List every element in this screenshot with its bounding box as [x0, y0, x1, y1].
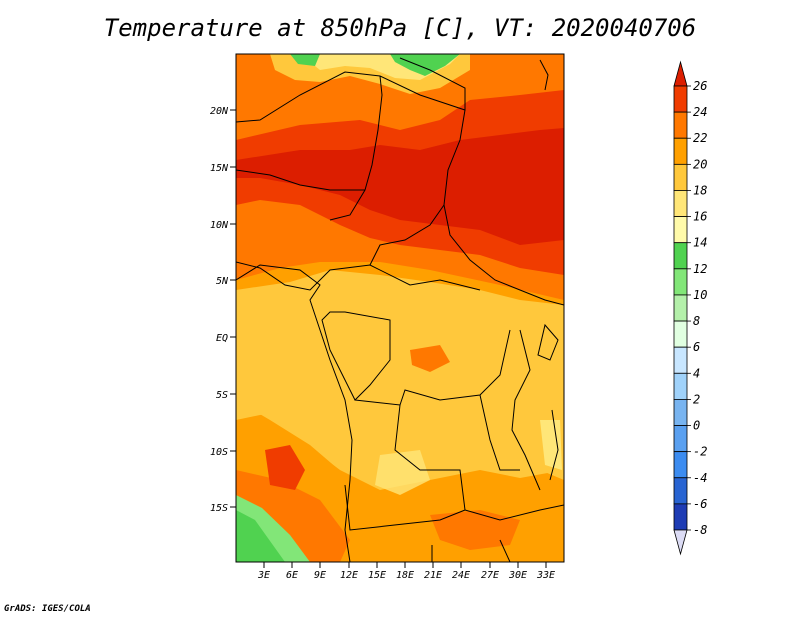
lat-tick: 5S — [216, 390, 236, 401]
colorbar-label: 0 — [693, 419, 700, 433]
svg-text:12E: 12E — [340, 570, 358, 581]
colorbar-box — [673, 346, 688, 374]
colorbar-label: 4 — [693, 366, 700, 380]
colorbar-box — [673, 372, 688, 400]
colorbar-label: 16 — [693, 210, 707, 224]
svg-text:21E: 21E — [424, 570, 442, 581]
country-borders — [236, 57, 564, 562]
svg-text:10S: 10S — [210, 447, 228, 458]
colorbar-box — [673, 216, 688, 244]
colorbar-box — [673, 163, 688, 191]
lon-tick: 3E — [257, 562, 270, 581]
svg-text:6E: 6E — [286, 570, 298, 581]
lon-tick: 33E — [536, 562, 555, 581]
colorbar-box — [673, 137, 688, 165]
colorbar-label: 2 — [693, 392, 700, 406]
svg-text:15S: 15S — [210, 503, 228, 514]
colorbar-box — [673, 85, 688, 113]
colorbar-box — [673, 425, 688, 453]
svg-text:9E: 9E — [314, 570, 326, 581]
colorbar-top-triangle — [673, 60, 688, 87]
colorbar-label: 6 — [693, 340, 700, 354]
svg-text:30E: 30E — [508, 570, 527, 581]
lon-tick: 6E — [286, 562, 298, 581]
lon-tick: 24E — [452, 562, 470, 581]
colorbar-box — [673, 320, 688, 348]
colorbar-label: -6 — [693, 497, 707, 511]
lon-tick: 30E — [508, 562, 527, 581]
lat-tick: 5N — [216, 276, 236, 287]
latitude-axis: 20N 15N 10N 5N EQ 5S 10S 15S — [210, 106, 236, 514]
colorbar-box — [673, 294, 688, 322]
colorbar-label: -8 — [693, 523, 707, 537]
colorbar-box — [673, 111, 688, 139]
lat-tick: 10N — [210, 220, 236, 231]
svg-text:27E: 27E — [481, 570, 499, 581]
colorbar-box — [673, 399, 688, 426]
svg-text:20N: 20N — [210, 106, 229, 117]
lat-tick: EQ — [216, 333, 236, 344]
colorbar-label: -2 — [693, 445, 707, 459]
lon-tick: 15E — [368, 562, 386, 581]
lon-tick: 21E — [424, 562, 442, 581]
colorbar-label: 10 — [693, 288, 707, 302]
grads-credit: GrADS: IGES/COLA — [4, 604, 91, 614]
lon-tick: 12E — [340, 562, 358, 581]
svg-text:24E: 24E — [452, 570, 470, 581]
lat-tick: 10S — [210, 447, 236, 458]
svg-text:33E: 33E — [536, 570, 555, 581]
colorbar-box — [673, 503, 688, 531]
map-title: Temperature at 850hPa [C], VT: 202004070… — [103, 14, 697, 42]
svg-text:18E: 18E — [396, 570, 414, 581]
colorbar-box — [673, 477, 688, 505]
svg-text:5S: 5S — [216, 390, 228, 401]
svg-text:3E: 3E — [257, 570, 270, 581]
lat-tick: 15S — [210, 503, 236, 514]
lat-tick: 20N — [210, 106, 236, 117]
colorbar-box — [673, 451, 688, 479]
colorbar-label: 12 — [693, 262, 707, 276]
colorbar-box — [673, 190, 688, 217]
longitude-axis: 3E 6E 9E 12E 15E 18E 21E 24E 27E 30E 33E — [257, 562, 555, 581]
colorbar-label: 14 — [693, 236, 707, 250]
svg-text:15E: 15E — [368, 570, 386, 581]
svg-text:10N: 10N — [210, 220, 229, 231]
colorbar-label: 20 — [693, 157, 707, 171]
temperature-field — [236, 54, 564, 562]
svg-text:5N: 5N — [216, 276, 229, 287]
svg-text:15N: 15N — [210, 163, 229, 174]
map-frame — [235, 53, 565, 563]
colorbar-label: -4 — [693, 471, 707, 485]
svg-text:EQ: EQ — [216, 333, 228, 344]
lon-tick: 27E — [481, 562, 499, 581]
colorbar-bottom-triangle — [673, 529, 688, 556]
colorbar-label: 18 — [693, 183, 707, 197]
colorbar-label: 26 — [693, 79, 707, 93]
lat-tick: 15N — [210, 163, 236, 174]
lon-tick: 18E — [396, 562, 414, 581]
colorbar-label: 8 — [693, 314, 700, 328]
colorbar-box — [673, 242, 688, 270]
colorbar-label: 22 — [693, 131, 707, 145]
lon-tick: 9E — [314, 562, 326, 581]
colorbar-box — [673, 268, 688, 296]
colorbar-label: 24 — [693, 105, 707, 119]
